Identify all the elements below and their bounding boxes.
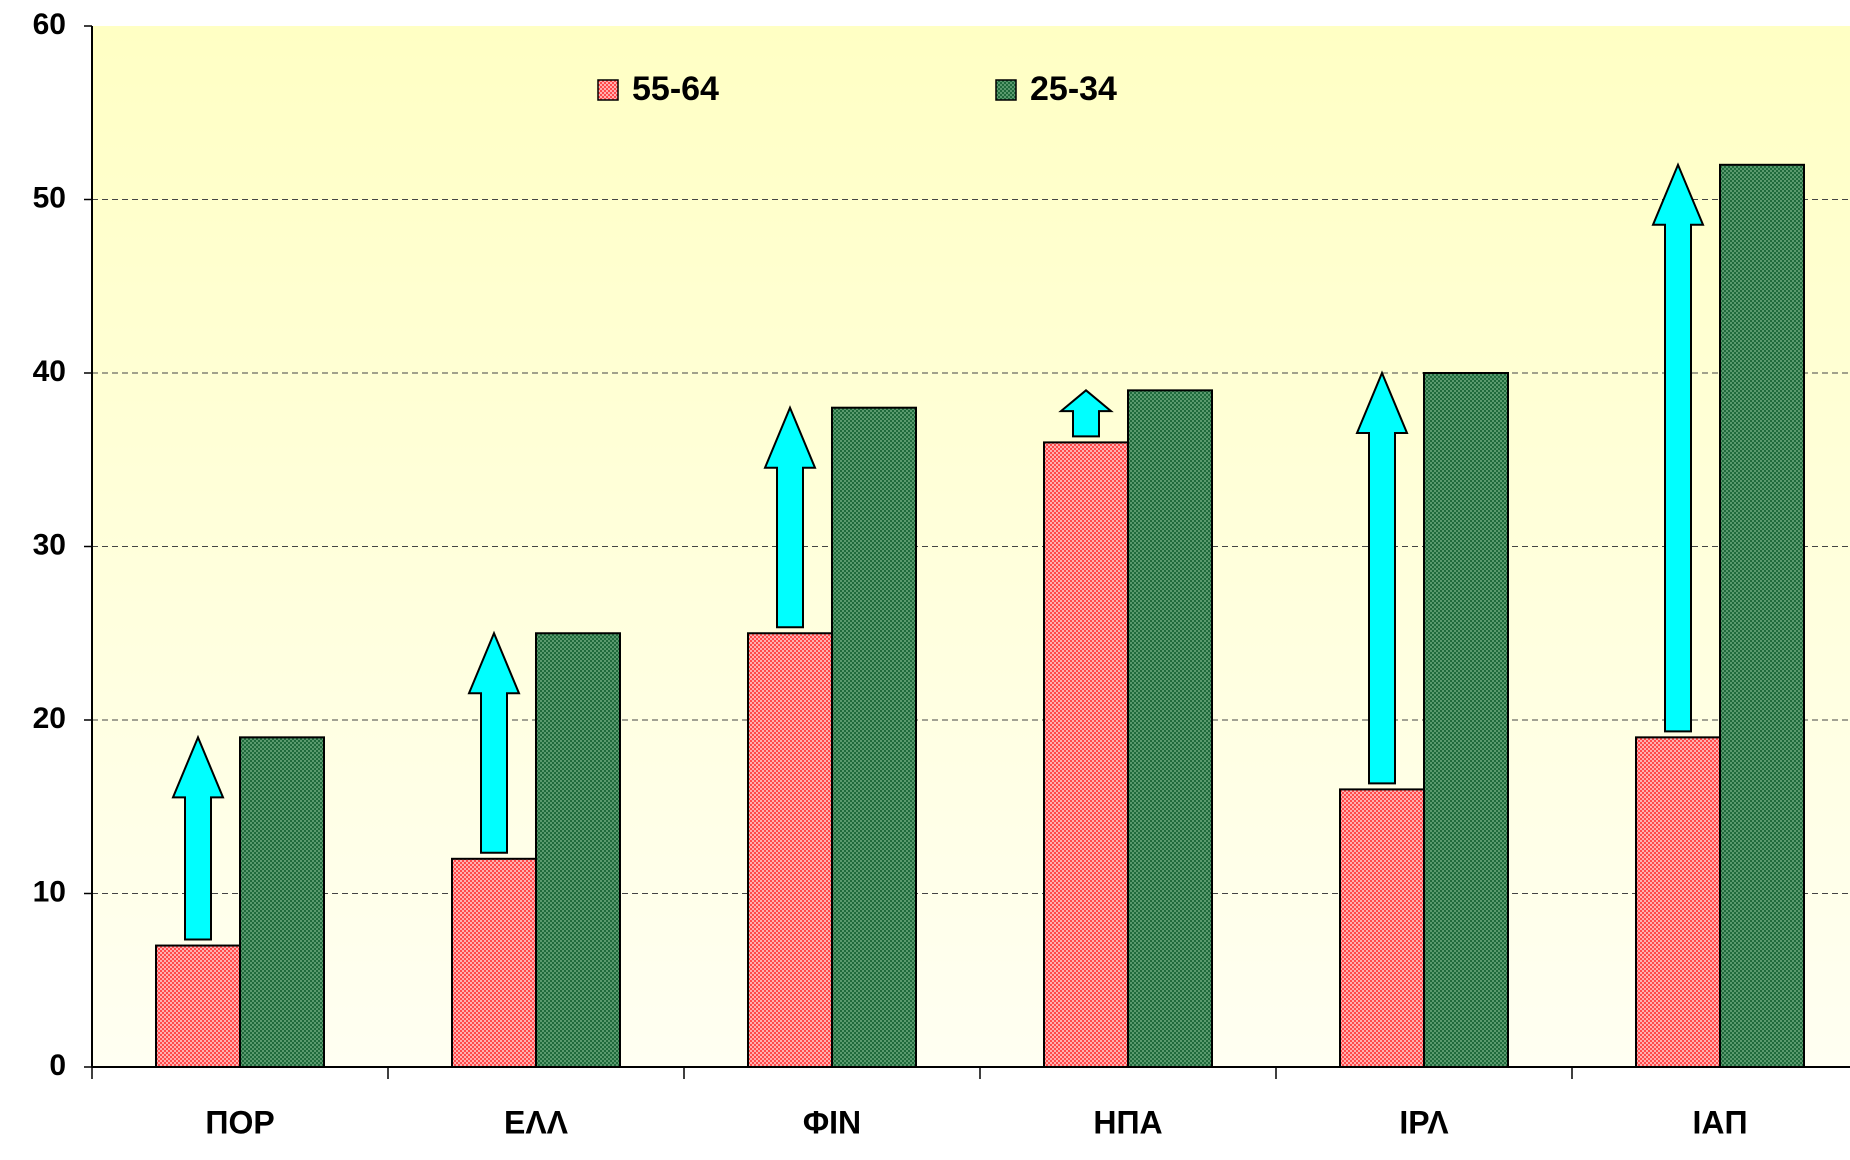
x-tick-label: ΙΑΠ: [1692, 1104, 1747, 1140]
bar: [747, 632, 833, 1068]
x-tick-label: ΠΟΡ: [205, 1104, 274, 1140]
bar: [831, 406, 917, 1068]
bar: [1635, 736, 1721, 1068]
bar: [1423, 372, 1509, 1068]
change-arrow: [1651, 162, 1705, 733]
change-arrow: [467, 630, 521, 854]
legend-swatch: [597, 79, 619, 101]
change-arrow: [171, 734, 225, 941]
bar: [1043, 441, 1129, 1068]
change-arrow: [1355, 370, 1409, 785]
bar: [239, 736, 325, 1068]
legend-swatch: [995, 79, 1017, 101]
legend-label: 55-64: [632, 70, 719, 108]
y-tick-label: 10: [33, 875, 66, 908]
y-tick-label: 40: [33, 355, 66, 388]
y-tick-label: 0: [49, 1049, 66, 1082]
bar: [1339, 788, 1425, 1069]
y-tick-label: 20: [33, 702, 66, 735]
change-arrow: [763, 405, 817, 629]
x-tick-label: ΙΡΛ: [1399, 1104, 1449, 1140]
x-tick-label: ΕΛΛ: [504, 1104, 569, 1140]
y-tick-label: 50: [33, 181, 66, 214]
x-tick-label: ΗΠΑ: [1093, 1104, 1162, 1140]
bar: [451, 857, 537, 1068]
bar: [1127, 389, 1213, 1069]
legend-label: 25-34: [1030, 70, 1117, 108]
bar: [1719, 163, 1805, 1069]
bar: [535, 632, 621, 1068]
bar: [155, 944, 241, 1068]
y-tick-label: 60: [33, 8, 66, 41]
x-tick-label: ΦΙΝ: [803, 1104, 861, 1140]
y-tick-label: 30: [33, 528, 66, 561]
change-arrow: [1058, 389, 1114, 438]
